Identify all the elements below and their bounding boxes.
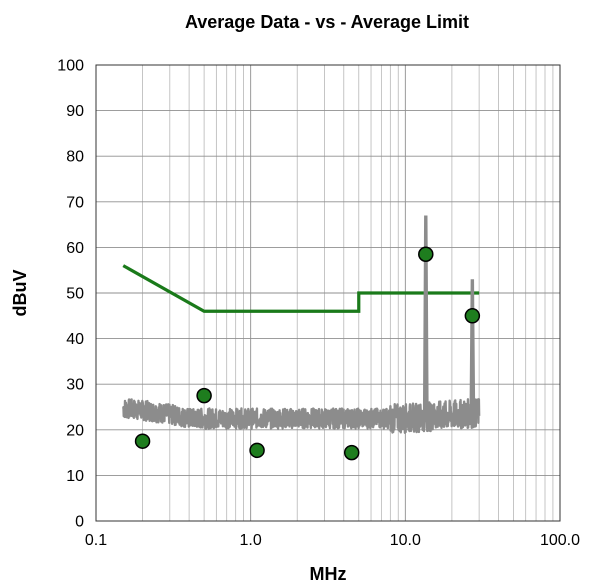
y-tick-label: 70 [66, 194, 84, 211]
y-tick-label: 20 [66, 422, 84, 439]
y-tick-label: 30 [66, 377, 84, 394]
chart-grid [95, 64, 561, 522]
chart-title: Average Data - vs - Average Limit [185, 12, 469, 32]
x-tick-label: 0.1 [85, 532, 107, 549]
y-axis-label: dBuV [10, 270, 30, 317]
y-tick-label: 10 [66, 468, 84, 485]
chart-series [122, 215, 481, 434]
x-tick-labels: 0.1 1.0 10.0 100.0 [85, 532, 580, 549]
average-limit-line [122, 264, 480, 313]
x-tick-label: 100.0 [540, 532, 580, 549]
average-data-point [134, 433, 151, 449]
average-data-point [418, 246, 434, 262]
plot-area [95, 64, 561, 522]
trace-spike [422, 215, 429, 419]
x-tick-label: 1.0 [240, 532, 262, 549]
average-data-point [464, 308, 481, 324]
y-tick-label: 0 [75, 514, 84, 531]
y-tick-label: 90 [66, 103, 84, 120]
y-tick-label: 40 [66, 331, 84, 348]
average-data-point [196, 387, 212, 404]
measurement-trace [122, 398, 481, 434]
average-data-point [249, 442, 265, 459]
y-tick-label: 80 [66, 149, 84, 166]
chart-markers [134, 246, 481, 461]
y-tick-labels: 0 10 20 30 40 50 60 70 80 90 100 [57, 58, 84, 531]
y-tick-label: 100 [57, 58, 84, 75]
x-axis-label: MHz [310, 564, 347, 584]
y-tick-label: 60 [66, 240, 84, 257]
y-tick-label: 50 [66, 286, 84, 303]
trace-spike [469, 279, 476, 419]
x-tick-label: 10.0 [390, 532, 421, 549]
average-data-point [343, 444, 360, 461]
